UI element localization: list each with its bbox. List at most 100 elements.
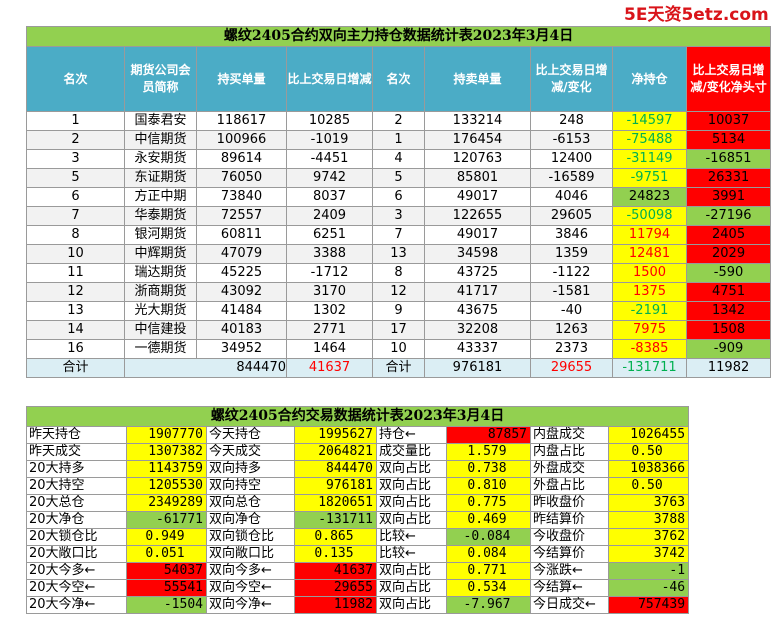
header-cell: 持买单量: [196, 46, 287, 112]
stats-value: 3742: [607, 545, 690, 563]
stats-row: 20大锁仓比 0.949 双向锁仓比 0.865 比较← -0.084 今收盘价 3762: [26, 528, 690, 546]
stats-value: -0.084: [446, 528, 531, 546]
stats-label: 昨天成交: [26, 443, 127, 461]
table-row: 2 中信期货 100966 -1019 1 176454 -6153 -75488 5134: [26, 130, 772, 150]
stats-value: 844470: [294, 460, 377, 478]
stats-value: 1205530: [126, 477, 207, 495]
cell-net: -14597: [612, 111, 687, 131]
stats-value: 1307382: [126, 443, 207, 461]
table-row: 12 浙商期货 43092 3170 12 41717 -1581 1375 4751: [26, 282, 772, 302]
stats-label: 双向占比: [376, 579, 447, 597]
cell-buy-chg: 2409: [286, 206, 373, 226]
stats-label: 20大敞口比: [26, 545, 127, 563]
stats-label: 成交量比: [376, 443, 447, 461]
table-row: 11 瑞达期货 45225 -1712 8 43725 -1122 1500 -590: [26, 263, 772, 283]
cell-net-chg: 1342: [685, 301, 772, 321]
cell-sell-chg: 1359: [530, 244, 613, 264]
total-buy: 844470: [124, 358, 287, 378]
cell-net: 1375: [612, 282, 687, 302]
cell-net-chg: 5134: [685, 130, 772, 150]
stats-value: 55541: [126, 579, 207, 597]
cell-net-chg: 26331: [685, 168, 772, 188]
header-cell: 名次: [372, 46, 425, 112]
stats-value: -1: [607, 562, 690, 580]
cell-sell-chg: 2373: [530, 339, 613, 359]
cell-company: 东证期货: [124, 168, 197, 188]
cell-buy-chg: 6251: [286, 225, 373, 245]
stats-label: 20大锁仓比: [26, 528, 127, 546]
stats-value: -131711: [294, 511, 377, 529]
cell-company: 华泰期货: [124, 206, 197, 226]
cell-company: 浙商期货: [124, 282, 197, 302]
cell-rank2: 7: [372, 225, 425, 245]
table-row: 5 东证期货 76050 9742 5 85801 -16589 -9751 26331: [26, 168, 772, 188]
stats-value: 1907770: [126, 426, 207, 444]
cell-buy: 45225: [196, 263, 287, 283]
cell-rank: 10: [26, 244, 125, 264]
cell-rank2: 1: [372, 130, 425, 150]
stats-label: 外盘占比: [530, 477, 609, 495]
total-buy-chg: 41637: [286, 358, 373, 378]
cell-net: 24823: [612, 187, 687, 207]
cell-net: 1500: [612, 263, 687, 283]
cell-rank2: 17: [372, 320, 425, 340]
stats-label: 昨天持仓: [26, 426, 127, 444]
total-sell-chg: 29655: [530, 358, 613, 378]
cell-rank2: 4: [372, 149, 425, 169]
cell-sell: 176454: [424, 130, 531, 150]
stats-row: 20大今多← 54037 双向今多← 41637 双向占比 0.771 今涨跌← -1: [26, 562, 690, 580]
cell-buy: 41484: [196, 301, 287, 321]
main-table-title: 螺纹2405合约双向主力持仓数据统计表2023年3月4日: [25, 26, 772, 47]
stats-row: 20大持多 1143759 双向持多 844470 双向占比 0.738 外盘成交 10383…: [26, 460, 690, 478]
cell-rank2: 5: [372, 168, 425, 188]
stats-label: 双向占比: [376, 494, 447, 512]
stats-label: 昨收盘价: [530, 494, 609, 512]
cell-rank: 5: [26, 168, 125, 188]
cell-rank: 7: [26, 206, 125, 226]
stats-label: 双向占比: [376, 477, 447, 495]
stats-label: 持仓←: [376, 426, 447, 444]
cell-buy: 100966: [196, 130, 287, 150]
stats-value: 2064821: [294, 443, 377, 461]
cell-buy-chg: -1019: [286, 130, 373, 150]
cell-buy: 47079: [196, 244, 287, 264]
total-label2: 合计: [372, 358, 425, 378]
cell-sell: 49017: [424, 225, 531, 245]
stats-value: 0.469: [446, 511, 531, 529]
table-row: 16 一德期货 34952 1464 10 43337 2373 -8385 -909: [26, 339, 772, 359]
cell-buy: 60811: [196, 225, 287, 245]
main-position-table: 螺纹2405合约双向主力持仓数据统计表2023年3月4日 名次 期货公司会员简称持…: [25, 26, 772, 378]
cell-net-chg: 3991: [685, 187, 772, 207]
stats-value: 0.135: [294, 545, 377, 563]
cell-sell-chg: 3846: [530, 225, 613, 245]
stats-label: 20大今多←: [26, 562, 127, 580]
cell-net-chg: -16851: [685, 149, 772, 169]
stats-label: 今结算价: [530, 545, 609, 563]
cell-sell-chg: 4046: [530, 187, 613, 207]
stats-row: 20大净仓 -61771 双向净仓 -131711 双向占比 0.469 昨结算价 3788: [26, 511, 690, 529]
cell-sell-chg: 248: [530, 111, 613, 131]
cell-company: 国泰君安: [124, 111, 197, 131]
stats-label: 今日成交←: [530, 596, 609, 614]
stats-label: 双向今空←: [206, 579, 295, 597]
table-row: 10 中辉期货 47079 3388 13 34598 1359 12481 2029: [26, 244, 772, 264]
stats-value: 1.579: [446, 443, 531, 461]
cell-net: -75488: [612, 130, 687, 150]
cell-rank: 2: [26, 130, 125, 150]
stats-value: -1504: [126, 596, 207, 614]
cell-sell: 43675: [424, 301, 531, 321]
cell-net-chg: 1508: [685, 320, 772, 340]
header-cell: 名次: [26, 46, 125, 112]
cell-rank2: 13: [372, 244, 425, 264]
cell-buy: 118617: [196, 111, 287, 131]
table-row: 8 银河期货 60811 6251 7 49017 3846 11794 2405: [26, 225, 772, 245]
header-cell: 比上交易日增减/变化净头寸: [685, 46, 772, 112]
cell-rank2: 10: [372, 339, 425, 359]
cell-sell: 32208: [424, 320, 531, 340]
cell-rank2: 6: [372, 187, 425, 207]
stats-row: 20大总仓 2349289 双向总仓 1820651 双向占比 0.775 昨收盘价 3763: [26, 494, 690, 512]
stats-value: 0.084: [446, 545, 531, 563]
cell-company: 方正中期: [124, 187, 197, 207]
cell-sell-chg: -40: [530, 301, 613, 321]
cell-buy-chg: 3388: [286, 244, 373, 264]
